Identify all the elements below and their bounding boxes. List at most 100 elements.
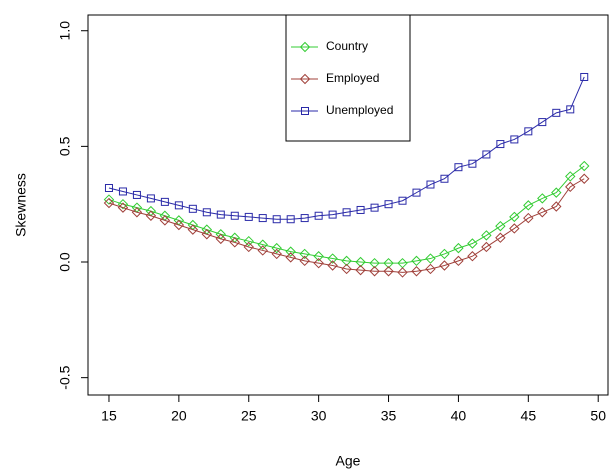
legend-label: Country <box>326 39 368 53</box>
marker <box>482 150 491 159</box>
x-tick-label: 50 <box>590 408 606 424</box>
marker <box>398 196 407 205</box>
marker <box>565 181 576 193</box>
marker <box>579 160 590 172</box>
marker <box>230 211 239 220</box>
marker <box>159 215 171 226</box>
marker <box>551 187 562 198</box>
marker <box>146 194 155 203</box>
marker <box>285 246 296 257</box>
marker <box>187 224 199 235</box>
marker <box>257 245 268 256</box>
marker <box>299 41 311 53</box>
marker <box>467 238 478 249</box>
y-tick-label: 0.5 <box>57 136 73 156</box>
marker <box>132 190 141 199</box>
marker <box>342 208 351 217</box>
marker <box>523 212 534 224</box>
marker <box>425 253 436 264</box>
marker <box>117 198 129 210</box>
series-line <box>108 76 585 220</box>
y-tick-label: -0.5 <box>57 365 73 389</box>
marker <box>495 232 506 243</box>
marker <box>453 242 464 254</box>
marker <box>299 248 310 260</box>
x-tick-label: 15 <box>101 408 117 424</box>
marker <box>496 140 505 149</box>
marker <box>537 193 548 204</box>
marker <box>481 230 492 241</box>
marker <box>426 180 435 189</box>
marker <box>173 219 185 231</box>
marker <box>202 208 211 217</box>
marker <box>551 201 562 212</box>
series-line <box>108 178 585 273</box>
marker <box>201 229 213 240</box>
marker <box>439 260 450 271</box>
marker <box>103 194 115 205</box>
marker <box>301 107 309 115</box>
marker <box>538 118 547 127</box>
marker <box>566 105 575 114</box>
marker <box>356 205 365 214</box>
marker <box>258 214 267 223</box>
marker <box>215 233 227 245</box>
marker <box>257 239 268 250</box>
marker <box>327 260 338 271</box>
x-tick-label: 30 <box>311 408 327 424</box>
marker <box>313 257 324 269</box>
x-tick-label: 40 <box>451 408 467 424</box>
marker <box>341 263 352 275</box>
marker <box>468 159 477 168</box>
marker <box>411 266 422 277</box>
marker <box>495 220 506 232</box>
marker <box>355 256 366 268</box>
marker <box>579 173 590 184</box>
marker <box>369 257 380 269</box>
marker <box>552 108 561 117</box>
marker <box>286 215 295 224</box>
marker <box>244 212 253 221</box>
marker <box>384 200 393 209</box>
marker <box>145 210 157 221</box>
marker <box>565 171 576 182</box>
marker <box>117 202 129 213</box>
marker <box>160 197 169 206</box>
marker <box>229 237 240 248</box>
marker <box>355 264 366 276</box>
legend-box <box>285 14 411 142</box>
marker <box>509 211 520 223</box>
marker <box>481 241 492 253</box>
marker <box>383 266 394 277</box>
marker <box>397 267 408 278</box>
marker <box>370 203 379 212</box>
marker <box>383 257 394 269</box>
marker <box>328 210 337 219</box>
marker <box>300 214 309 223</box>
marker <box>243 241 254 253</box>
marker <box>327 253 338 264</box>
x-tick-label: 20 <box>171 408 187 424</box>
marker <box>523 200 534 211</box>
legend-label: Unemployed <box>326 103 393 117</box>
series-line <box>108 165 585 264</box>
legend-label: Employed <box>326 71 379 85</box>
marker <box>440 174 449 183</box>
marker <box>412 188 421 197</box>
x-axis-label: Age <box>336 453 361 469</box>
marker <box>285 252 296 263</box>
marker <box>580 72 589 81</box>
marker <box>369 266 380 277</box>
marker <box>271 242 282 254</box>
marker <box>271 248 282 260</box>
marker <box>174 201 183 210</box>
y-axis-label: Skewness <box>13 173 29 237</box>
marker <box>118 187 127 196</box>
marker <box>299 255 310 267</box>
marker <box>104 184 113 193</box>
marker <box>537 207 548 218</box>
marker <box>216 210 225 219</box>
x-tick-label: 45 <box>521 408 537 424</box>
marker <box>425 263 436 275</box>
